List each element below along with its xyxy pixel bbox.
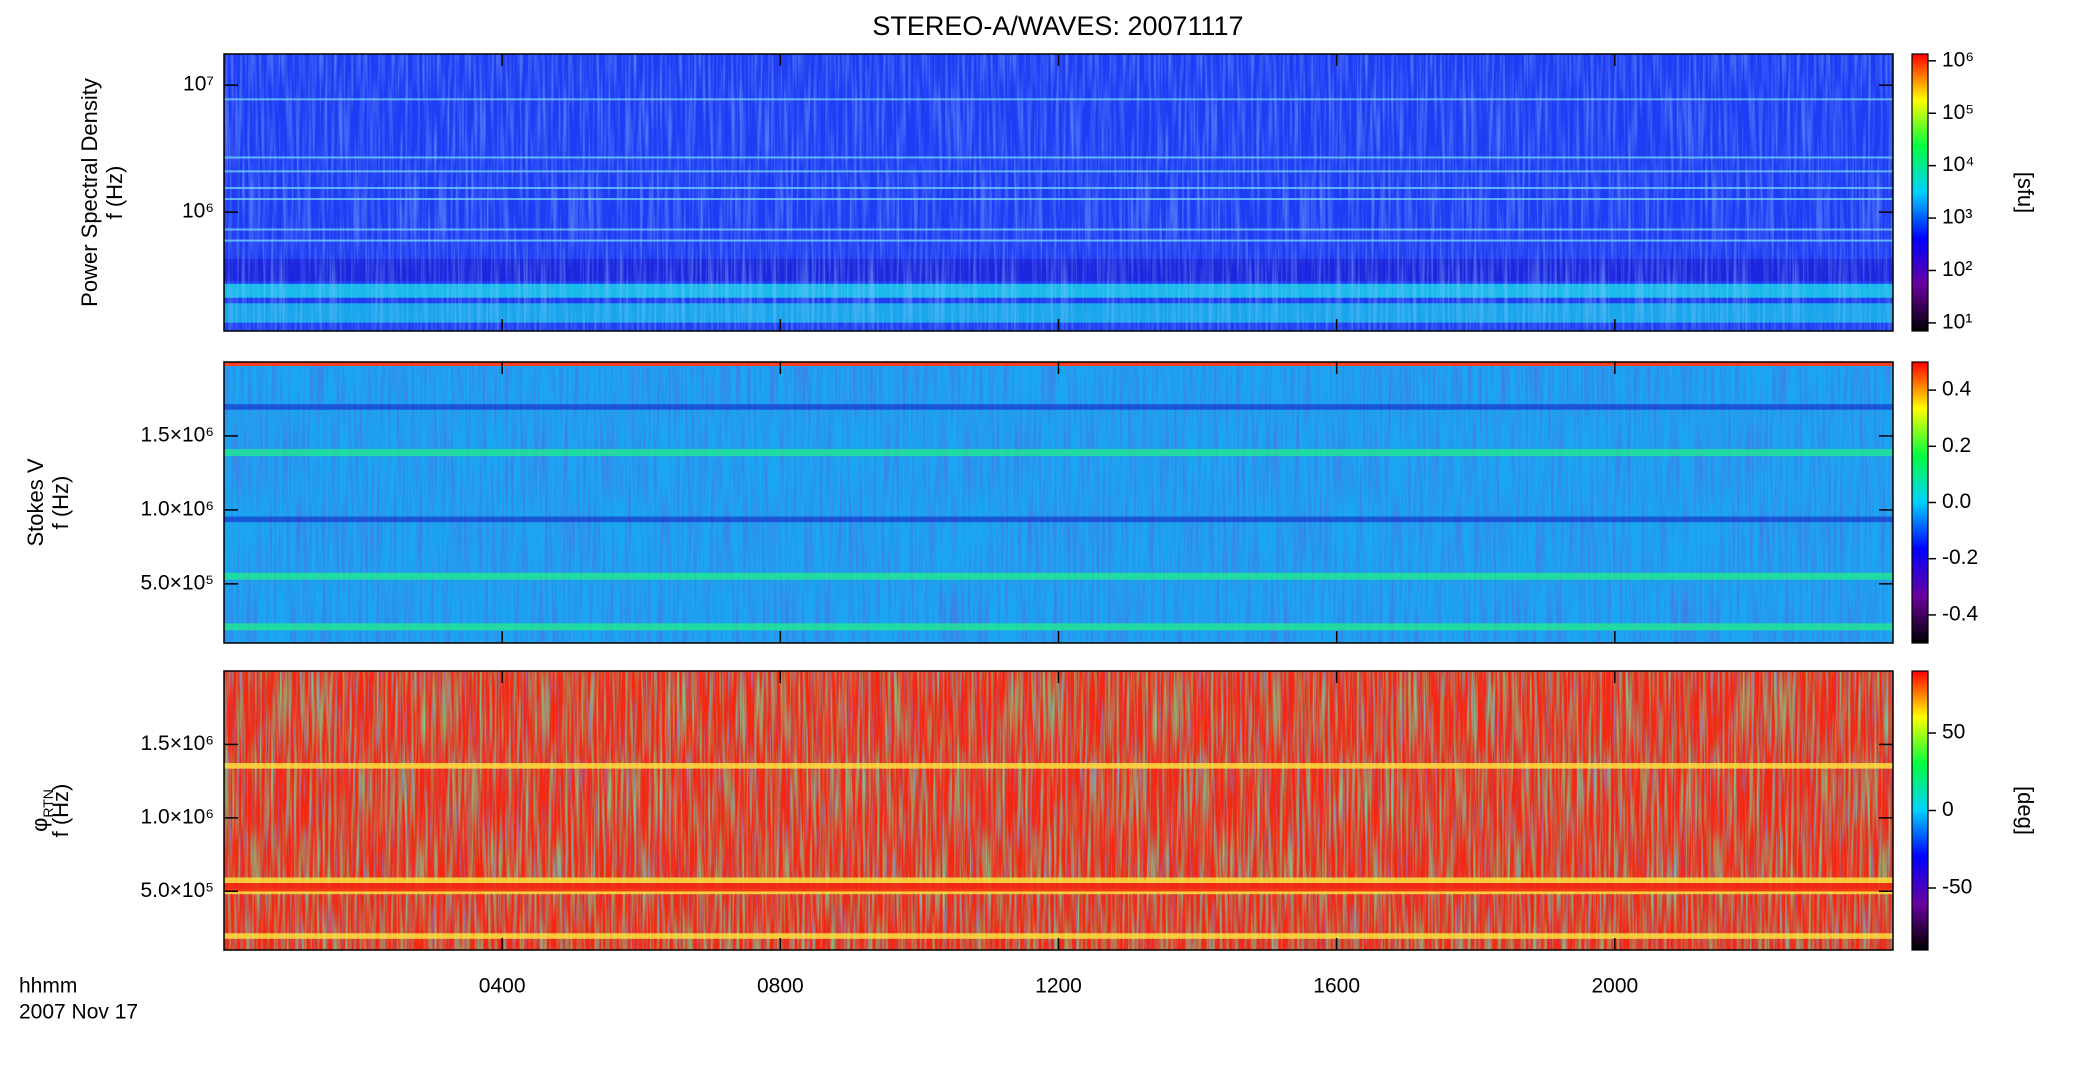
colorbar-tick-label: 10⁵	[1942, 101, 1974, 124]
spectrogram-band	[224, 572, 1893, 580]
colorbar-tick-label: 0.0	[1942, 490, 1971, 513]
chart-title: STEREO-A/WAVES: 20071117	[872, 11, 1243, 41]
x-tick-label: 1600	[1313, 975, 1360, 998]
y-axis-label-text: Stokes V	[23, 458, 48, 546]
colorbar	[1911, 53, 1929, 332]
spectrogram	[224, 362, 1893, 643]
x-tick-label: 1200	[1035, 975, 1082, 998]
spectrogram-band	[224, 933, 1893, 939]
y-tick-label: 1.5×10⁶	[141, 423, 214, 446]
spectrogram-band	[224, 877, 1893, 884]
colorbar-label: [sfu]	[2013, 172, 2038, 214]
y-tick-label: 1.0×10⁶	[141, 497, 214, 520]
colorbar-tick-label: 0.2	[1942, 434, 1971, 457]
y-tick-label: 1.5×10⁶	[141, 732, 214, 755]
colorbar-tick-label: 10¹	[1942, 310, 1972, 333]
y-axis-label: φRTN	[27, 789, 56, 832]
colorbar-tick-label: 0	[1942, 798, 1954, 821]
colorbar-tick-label: -0.4	[1942, 602, 1979, 625]
colorbar-tick-label: 10²	[1942, 258, 1972, 281]
colorbar-tick-label: 0.4	[1942, 378, 1972, 401]
y-axis-label-2: f (Hz)	[48, 476, 73, 530]
spectrogram-band	[224, 883, 1893, 892]
y-tick-label: 5.0×10⁵	[140, 571, 214, 594]
colorbar-tick-label: 10⁶	[1942, 48, 1974, 71]
colorbar-tick-label: 50	[1942, 721, 1965, 744]
colorbar	[1911, 670, 1929, 951]
y-tick-label: 1.0×10⁶	[141, 805, 214, 828]
x-tick-label: 2000	[1591, 975, 1638, 998]
y-axis-label-sub: RTN	[40, 789, 56, 818]
spectrogram-noise	[224, 671, 1893, 950]
date-label: 2007 Nov 17	[19, 1001, 138, 1024]
x-tick-label: 0800	[757, 975, 804, 998]
spectrogram-band	[224, 404, 1893, 410]
y-tick-label: 5.0×10⁵	[140, 879, 214, 902]
x-axis-label: hhmm	[19, 975, 77, 998]
y-axis-label-2: f (Hz)	[102, 166, 127, 220]
spectrogram-band	[224, 516, 1893, 523]
y-tick-label: 10⁷	[183, 73, 214, 96]
y-axis-label-text: φ	[27, 818, 52, 832]
spectrogram-band	[224, 888, 1893, 895]
y-axis-label-2: f (Hz)	[48, 784, 73, 838]
spectrogram-band	[224, 623, 1893, 631]
colorbar-tick-label: 10⁴	[1942, 153, 1974, 176]
spectrogram-band	[224, 763, 1893, 769]
colorbar-label: [deg]	[2013, 786, 2038, 835]
spectrogram	[224, 54, 1893, 331]
colorbar-tick-label: -0.2	[1942, 546, 1978, 569]
colorbar-tick-label: -50	[1942, 876, 1972, 899]
y-tick-label: 10⁶	[182, 200, 214, 223]
colorbar-tick-label: 10³	[1942, 206, 1972, 229]
y-axis-label-text: Power Spectral Density	[77, 78, 102, 307]
spectrogram-noise	[224, 54, 1893, 331]
colorbar	[1911, 361, 1929, 644]
y-axis-label: Stokes V	[23, 458, 48, 546]
y-axis-label: Power Spectral Density	[77, 78, 102, 307]
spectrogram-band	[224, 449, 1893, 457]
spectrogram	[224, 671, 1893, 950]
x-tick-label: 0400	[479, 975, 526, 998]
